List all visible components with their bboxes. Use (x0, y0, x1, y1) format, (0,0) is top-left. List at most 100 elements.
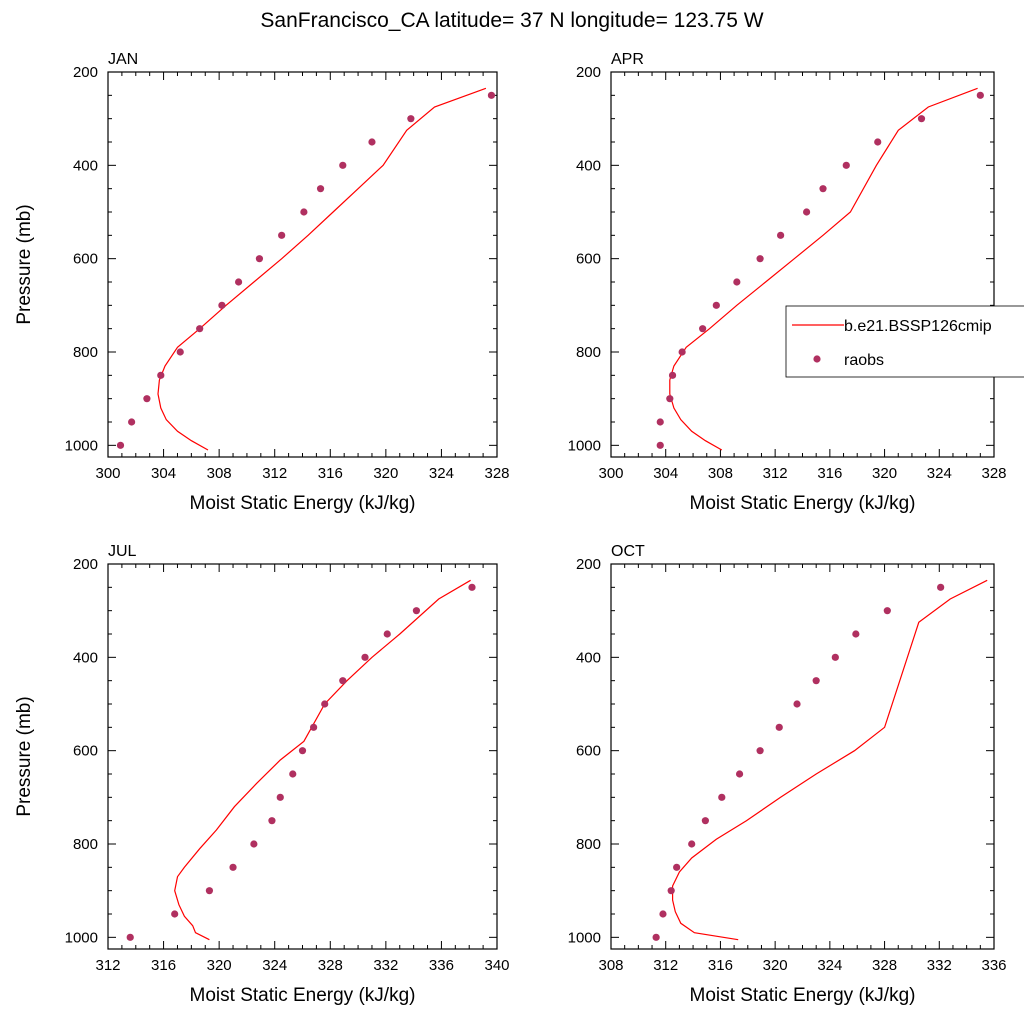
raobs-point (793, 700, 801, 708)
x-axis-label: Moist Static Energy (kJ/kg) (690, 985, 916, 1006)
x-tick-label: 328 (318, 957, 343, 974)
x-tick-label: 320 (207, 957, 232, 974)
y-tick-label: 200 (73, 64, 98, 81)
raobs-point (819, 185, 827, 193)
raobs-point (361, 653, 369, 661)
raobs-point (196, 325, 204, 333)
x-tick-label: 340 (484, 957, 509, 974)
x-tick-label: 316 (151, 957, 176, 974)
y-axis-label: Pressure (mb) (14, 204, 35, 324)
raobs-point (116, 441, 125, 449)
chart-panel-oct: OCT 308 312 316 320 324 328 332 336 200 400 600 800 1… (568, 543, 1007, 1006)
x-tick-label: 332 (927, 957, 952, 974)
y-tick-label: 1000 (568, 929, 601, 946)
y-tick-label: 1000 (65, 437, 98, 454)
x-tick-label: 336 (981, 957, 1006, 974)
x-tick-label: 300 (598, 465, 623, 482)
x-tick-label: 320 (373, 465, 398, 482)
y-tick-label: 400 (576, 649, 601, 666)
x-tick-label: 308 (708, 465, 733, 482)
x-tick-label: 312 (95, 957, 120, 974)
raobs-point (656, 441, 664, 449)
y-tick-label: 200 (576, 556, 601, 573)
x-tick-label: 332 (373, 957, 398, 974)
raobs-point (917, 115, 926, 123)
raobs-point (255, 255, 264, 263)
x-tick-label: 308 (598, 957, 623, 974)
x-tick-label: 316 (318, 465, 343, 482)
raobs-point (803, 208, 811, 216)
figure-title: SanFrancisco_CA latitude= 37 N longitude… (260, 9, 763, 32)
raobs-point (976, 91, 984, 99)
y-tick-label: 200 (576, 64, 601, 81)
raobs-point (937, 583, 945, 591)
y-tick-label: 400 (73, 649, 98, 666)
model-series-line (671, 579, 988, 941)
raobs-point (300, 208, 308, 216)
x-tick-label: 312 (653, 957, 678, 974)
raobs-point (268, 817, 276, 825)
x-tick-label: 308 (207, 465, 232, 482)
raobs-point (668, 371, 677, 379)
chart-panel-jul: JUL 312 316 320 324 328 332 336 340 200 400 600 800 1… (14, 543, 510, 1006)
y-tick-label: 800 (576, 344, 601, 361)
panel-label: APR (611, 51, 644, 68)
raobs-point (667, 887, 675, 895)
y-tick-label: 800 (576, 836, 601, 853)
raobs-point (229, 863, 237, 871)
y-tick-label: 600 (576, 743, 601, 760)
y-tick-label: 400 (576, 157, 601, 174)
x-tick-label: 320 (872, 465, 897, 482)
y-tick-label: 600 (73, 743, 98, 760)
raobs-point (205, 887, 214, 895)
y-tick-label: 200 (73, 556, 98, 573)
x-tick-label: 320 (763, 957, 788, 974)
raobs-point (234, 278, 243, 286)
x-tick-label: 328 (872, 957, 897, 974)
raobs-point (733, 278, 741, 286)
plot-frame (107, 71, 498, 458)
x-tick-label: 328 (484, 465, 509, 482)
raobs-point (407, 115, 415, 123)
legend-label-model: b.e21.BSSP126cmip (844, 318, 992, 335)
y-tick-label: 1000 (65, 929, 98, 946)
x-tick-label: 304 (151, 465, 176, 482)
y-tick-label: 800 (73, 836, 98, 853)
x-tick-label: 328 (981, 465, 1006, 482)
raobs-point (701, 817, 709, 825)
legend: b.e21.BSSP126cmip raobs (785, 305, 1024, 378)
raobs-point (250, 840, 258, 848)
panel-label: JAN (108, 51, 138, 68)
raobs-point (699, 325, 707, 333)
legend-marker-swatch (813, 355, 821, 363)
y-tick-label: 400 (73, 157, 98, 174)
raobs-point (298, 747, 307, 755)
raobs-point (487, 91, 496, 99)
raobs-point (652, 933, 660, 941)
chart-panel-jan: JAN 300 304 308 312 316 320 324 328 200 400 600 800 1… (14, 51, 510, 514)
plot-frame (107, 563, 498, 950)
model-series-line (669, 87, 978, 451)
raobs-point (688, 840, 696, 848)
model-series-line (157, 87, 487, 451)
raobs-point (656, 418, 664, 426)
raobs-point (831, 653, 839, 661)
raobs-point (666, 395, 674, 403)
x-axis-label: Moist Static Energy (kJ/kg) (190, 493, 416, 514)
raobs-point (128, 418, 136, 426)
raobs-point (171, 910, 179, 918)
raobs-point (735, 770, 744, 778)
raobs-point (775, 723, 783, 731)
x-tick-label: 300 (95, 465, 120, 482)
raobs-point (339, 161, 347, 169)
raobs-point (659, 910, 667, 918)
raobs-point (383, 630, 391, 638)
raobs-point (718, 793, 726, 801)
x-tick-label: 336 (429, 957, 454, 974)
raobs-point (289, 770, 297, 778)
y-tick-label: 600 (576, 251, 601, 268)
legend-box (785, 305, 1024, 378)
x-tick-label: 304 (653, 465, 678, 482)
raobs-point (883, 607, 891, 615)
